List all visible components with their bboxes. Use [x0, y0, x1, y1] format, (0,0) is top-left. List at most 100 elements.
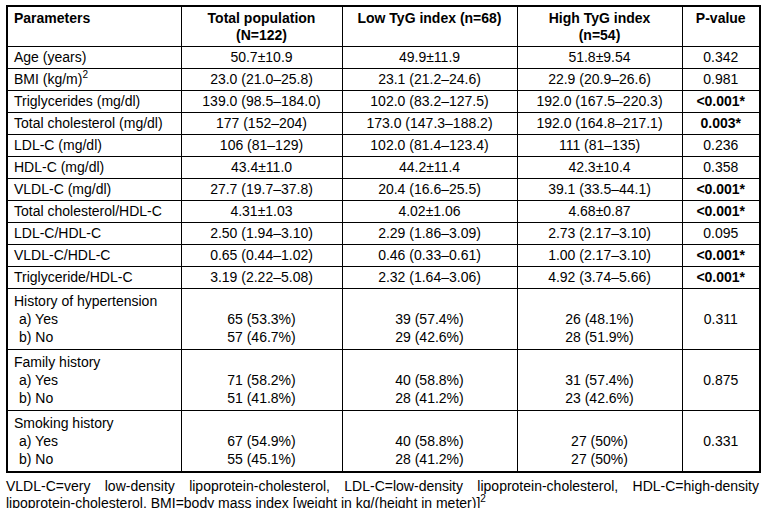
- pvalue-cell: 0.342: [682, 46, 760, 68]
- total-cell: 4.31±1.03: [181, 200, 342, 222]
- low-tyg-cell: 20.4 (16.6–25.5): [342, 178, 517, 200]
- pvalue-cell: 0.875: [682, 349, 760, 410]
- param-cell: VLDL-C/HDL-C: [7, 244, 181, 266]
- low-tyg-cell: 2.29 (1.86–3.09): [342, 222, 517, 244]
- column-header-label: Low TyG index (n=68): [346, 10, 514, 27]
- table-header-row: Parameters Total population (N=122) Low …: [7, 6, 760, 46]
- spacer: [521, 292, 679, 310]
- footnote-superscript: 2: [480, 493, 486, 504]
- option-a-label: a) Yes: [14, 432, 178, 450]
- option-b-label: b) No: [14, 389, 178, 407]
- table-section-family-history: Family history a) Yes b) No 71 (58.2%) 5…: [7, 349, 760, 410]
- param-cell: Family history a) Yes b) No: [7, 349, 181, 410]
- high-tyg-cell: 111 (81–135): [517, 134, 682, 156]
- pvalue-cell: 0.236: [682, 134, 760, 156]
- high-tyg-cell: 26 (48.1%) 28 (51.9%): [517, 288, 682, 349]
- pvalue-cell: 0.331: [682, 410, 760, 472]
- value-b: 57 (46.7%): [185, 328, 339, 346]
- value-a: 26 (48.1%): [521, 310, 679, 328]
- spacer: [346, 414, 514, 432]
- low-tyg-cell: 173.0 (147.3–188.2): [342, 112, 517, 134]
- total-cell: 71 (58.2%) 51 (41.8%): [181, 349, 342, 410]
- value-b: 28 (51.9%): [521, 328, 679, 346]
- column-header-low-tyg: Low TyG index (n=68): [342, 6, 517, 46]
- value-b: 28 (41.2%): [346, 450, 514, 468]
- column-header-sublabel: (n=54): [521, 27, 679, 44]
- spacer: [185, 292, 339, 310]
- spacer: [346, 292, 514, 310]
- high-tyg-cell: 4.92 (3.74–5.66): [517, 266, 682, 288]
- column-header-total-population: Total population (N=122): [181, 6, 342, 46]
- table-row-ldl-hdl-ratio: LDL-C/HDL-C 2.50 (1.94–3.10) 2.29 (1.86–…: [7, 222, 760, 244]
- column-header-label: High TyG index: [521, 10, 679, 27]
- total-cell: 43.4±11.0: [181, 156, 342, 178]
- high-tyg-cell: 39.1 (33.5–44.1): [517, 178, 682, 200]
- low-tyg-cell: 4.02±1.06: [342, 200, 517, 222]
- section-label: History of hypertension: [14, 292, 178, 310]
- low-tyg-cell: 102.0 (81.4–123.4): [342, 134, 517, 156]
- value-a: 40 (58.8%): [346, 432, 514, 450]
- table-row-total-cholesterol: Total cholesterol (mg/dl) 177 (152–204) …: [7, 112, 760, 134]
- table-row-total-cholesterol-hdl-ratio: Total cholesterol/HDL-C 4.31±1.03 4.02±1…: [7, 200, 760, 222]
- total-cell: 65 (53.3%) 57 (46.7%): [181, 288, 342, 349]
- superscript: 2: [82, 69, 88, 80]
- value-a: 39 (57.4%): [346, 310, 514, 328]
- total-cell: 106 (81–129): [181, 134, 342, 156]
- low-tyg-cell: 39 (57.4%) 29 (42.6%): [342, 288, 517, 349]
- high-tyg-cell: 27 (50%) 27 (50%): [517, 410, 682, 472]
- spacer: [521, 353, 679, 371]
- total-cell: 27.7 (19.7–37.8): [181, 178, 342, 200]
- param-cell: VLDL-C (mg/dl): [7, 178, 181, 200]
- param-label: BMI (kg/m): [14, 71, 82, 87]
- table-row-age: Age (years) 50.7±10.9 49.9±11.9 51.8±9.5…: [7, 46, 760, 68]
- value-b: 29 (42.6%): [346, 328, 514, 346]
- param-cell: Triglycerides (mg/dl): [7, 90, 181, 112]
- high-tyg-cell: 192.0 (167.5–220.3): [517, 90, 682, 112]
- total-cell: 139.0 (98.5–184.0): [181, 90, 342, 112]
- high-tyg-cell: 192.0 (164.8–217.1): [517, 112, 682, 134]
- param-cell: HDL-C (mg/dl): [7, 156, 181, 178]
- low-tyg-cell: 23.1 (21.2–24.6): [342, 68, 517, 90]
- spacer: [521, 414, 679, 432]
- column-header-sublabel: (N=122): [185, 27, 339, 44]
- parameters-table: Parameters Total population (N=122) Low …: [6, 5, 761, 473]
- column-header-high-tyg: High TyG index (n=54): [517, 6, 682, 46]
- low-tyg-cell: 44.2±11.4: [342, 156, 517, 178]
- value-a: 67 (54.9%): [185, 432, 339, 450]
- param-cell: Triglyceride/HDL-C: [7, 266, 181, 288]
- param-cell: LDL-C/HDL-C: [7, 222, 181, 244]
- low-tyg-cell: 0.46 (0.33–0.61): [342, 244, 517, 266]
- param-cell: Age (years): [7, 46, 181, 68]
- spacer: [185, 414, 339, 432]
- option-a-label: a) Yes: [14, 371, 178, 389]
- high-tyg-cell: 1.00 (2.17–3.10): [517, 244, 682, 266]
- total-cell: 2.50 (1.94–3.10): [181, 222, 342, 244]
- table-section-hypertension: History of hypertension a) Yes b) No 65 …: [7, 288, 760, 349]
- table-row-vldl-hdl-ratio: VLDL-C/HDL-C 0.65 (0.44–1.02) 0.46 (0.33…: [7, 244, 760, 266]
- value-a: 31 (57.4%): [521, 371, 679, 389]
- value-b: 55 (45.1%): [185, 450, 339, 468]
- option-b-label: b) No: [14, 328, 178, 346]
- param-cell: BMI (kg/m)2: [7, 68, 181, 90]
- low-tyg-cell: 2.32 (1.64–3.06): [342, 266, 517, 288]
- pvalue-cell: <0.001*: [682, 244, 760, 266]
- total-cell: 177 (152–204): [181, 112, 342, 134]
- high-tyg-cell: 4.68±0.87: [517, 200, 682, 222]
- option-b-label: b) No: [14, 450, 178, 468]
- value-b: 28 (41.2%): [346, 389, 514, 407]
- high-tyg-cell: 22.9 (20.9–26.6): [517, 68, 682, 90]
- table-row-triglycerides: Triglycerides (mg/dl) 139.0 (98.5–184.0)…: [7, 90, 760, 112]
- total-cell: 3.19 (2.22–5.08): [181, 266, 342, 288]
- column-header-label: P-value: [686, 10, 757, 27]
- pvalue-cell: <0.001*: [682, 200, 760, 222]
- high-tyg-cell: 51.8±9.54: [517, 46, 682, 68]
- column-header-label: Total population: [185, 10, 339, 27]
- param-cell: Total cholesterol/HDL-C: [7, 200, 181, 222]
- spacer: [185, 353, 339, 371]
- total-cell: 23.0 (21.0–25.8): [181, 68, 342, 90]
- section-label: Smoking history: [14, 414, 178, 432]
- param-cell: Total cholesterol (mg/dl): [7, 112, 181, 134]
- param-cell: Smoking history a) Yes b) No: [7, 410, 181, 472]
- spacer: [346, 353, 514, 371]
- table-footnote: VLDL-C=very low-density lipoprotein-chol…: [6, 478, 759, 508]
